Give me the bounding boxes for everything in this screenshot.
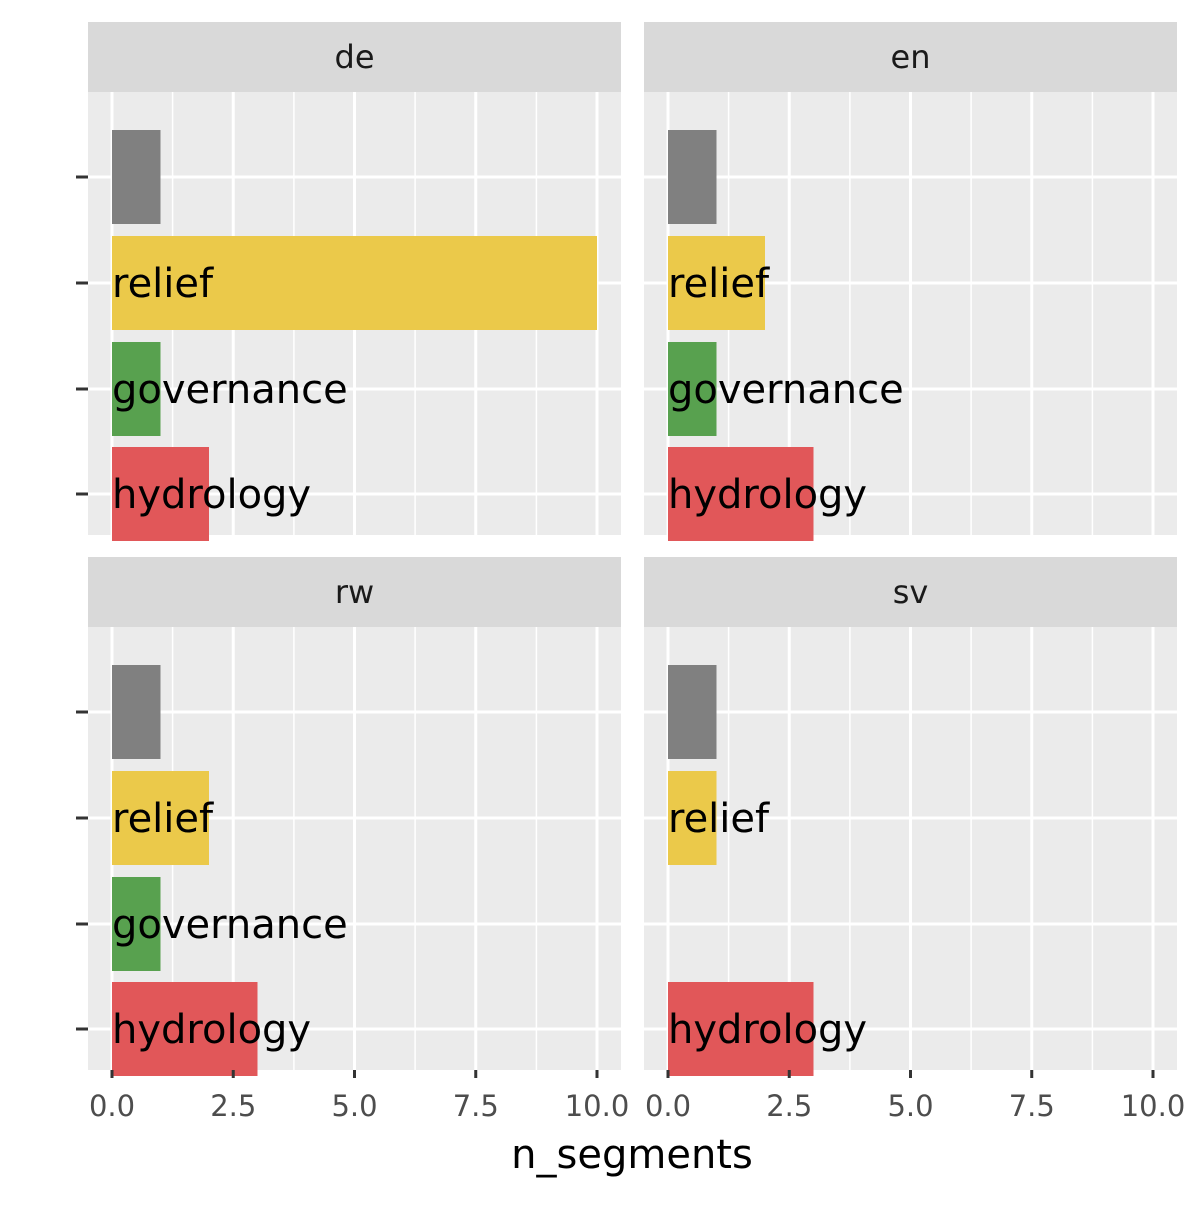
bar-label: hydrology: [112, 1007, 311, 1053]
x-tick-label: 10.0: [565, 1089, 630, 1123]
x-axis-title: n_segments: [511, 1132, 753, 1178]
bar-label: governance: [112, 902, 348, 948]
facet-strip: [644, 22, 1177, 92]
facet-strip: [88, 557, 621, 627]
bar-governance: [668, 342, 717, 436]
bar-hydrology: [668, 447, 814, 541]
bar-label: hydrology: [112, 472, 311, 518]
bar-hydrology: [112, 447, 209, 541]
bar-blank: [112, 130, 161, 224]
facet-panel-en: en relief governance hydrology: [644, 22, 1177, 541]
facet-panel-de: de relief governance hydrology: [88, 22, 621, 541]
bar-relief: [668, 771, 717, 865]
x-tick-label: 0.0: [89, 1089, 135, 1123]
bar-blank: [112, 665, 161, 759]
facet-strip: [644, 557, 1177, 627]
facet-panel-rw: rw relief governance hydrology: [88, 557, 621, 1076]
bar-label: governance: [668, 367, 904, 413]
bar-blank: [668, 130, 717, 224]
facet-label: sv: [893, 573, 929, 611]
bar-label: hydrology: [668, 472, 867, 518]
facet-panel-sv: sv relief hydrology: [644, 557, 1177, 1076]
bar-label: governance: [112, 367, 348, 413]
x-tick-label: 10.0: [1121, 1089, 1186, 1123]
facet-label: rw: [335, 573, 374, 611]
bar-label: hydrology: [668, 1007, 867, 1053]
facet-label: en: [891, 38, 931, 76]
bar-relief: [668, 236, 765, 330]
bar-governance: [112, 342, 161, 436]
x-tick-label: 2.5: [210, 1089, 256, 1123]
x-tick-label: 2.5: [766, 1089, 812, 1123]
x-tick-label: 7.5: [453, 1089, 499, 1123]
bar-label: relief: [112, 261, 214, 307]
facet-label: de: [335, 38, 375, 76]
facet-strip: [88, 22, 621, 92]
x-tick-label: 5.0: [331, 1089, 377, 1123]
bar-relief: [112, 236, 597, 330]
bar-label: relief: [668, 261, 770, 307]
x-tick-label: 5.0: [887, 1089, 933, 1123]
bar-label: relief: [668, 796, 770, 842]
bar-hydrology: [112, 982, 258, 1076]
bar-label: relief: [112, 796, 214, 842]
x-tick-label: 7.5: [1009, 1089, 1055, 1123]
bar-hydrology: [668, 982, 814, 1076]
bar-governance: [112, 877, 161, 971]
bar-relief: [112, 771, 209, 865]
bar-blank: [668, 665, 717, 759]
x-tick-label: 0.0: [645, 1089, 691, 1123]
